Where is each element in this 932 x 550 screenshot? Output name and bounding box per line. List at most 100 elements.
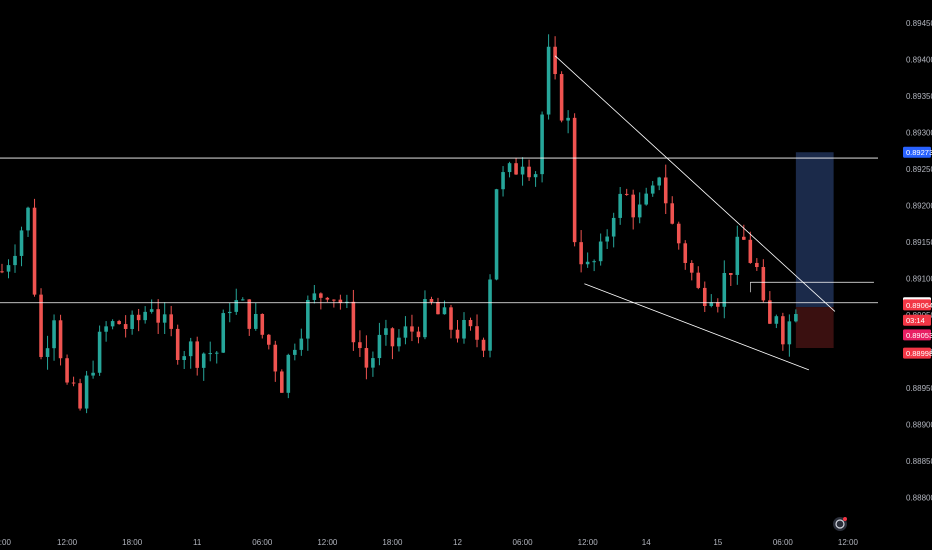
candle — [403, 316, 408, 345]
candle-body — [624, 193, 629, 195]
candle — [637, 192, 642, 224]
candle-body — [429, 299, 434, 303]
time-tick-label: 06:00 — [513, 538, 534, 547]
candle-body — [650, 185, 655, 194]
candle-body — [449, 307, 453, 330]
candle — [65, 354, 69, 385]
candle-body — [540, 114, 544, 175]
stop-price-tag-label: 0.88998 — [906, 349, 932, 358]
candle-body — [280, 371, 284, 393]
candle — [234, 288, 239, 315]
candle-body — [657, 177, 662, 186]
candle — [0, 263, 4, 274]
candle — [462, 312, 466, 344]
candle — [247, 299, 252, 336]
candle-body — [234, 300, 239, 312]
time-tick-label: 14 — [642, 538, 651, 547]
candle — [481, 337, 486, 358]
candle — [520, 157, 525, 186]
tradingview-logo-icon[interactable] — [833, 517, 847, 531]
candle-body — [97, 331, 102, 373]
candle — [260, 313, 265, 339]
candle-body — [78, 383, 82, 409]
stop-zone[interactable] — [795, 307, 834, 348]
candle — [774, 314, 779, 329]
candle-body — [644, 193, 648, 205]
candle-body — [156, 309, 160, 323]
candle-body — [13, 255, 17, 266]
candle — [39, 288, 43, 360]
candle — [689, 260, 694, 281]
candle — [227, 302, 232, 323]
candle — [345, 294, 349, 309]
candle — [91, 360, 95, 379]
candle-body — [123, 324, 128, 329]
candle — [488, 274, 492, 358]
candle — [781, 312, 785, 351]
candle — [768, 291, 772, 324]
candle — [253, 302, 258, 331]
candle-body — [403, 326, 408, 338]
candle-body — [221, 313, 226, 353]
candle — [208, 341, 213, 362]
candle-body — [195, 341, 200, 368]
logo-dot — [843, 517, 847, 521]
candle — [136, 309, 141, 332]
candle — [475, 314, 479, 348]
time-axis[interactable]: :6:00 12:00 18:00 11 06:00 12:00 18:00 12 06:00 1… — [0, 538, 858, 547]
candle — [293, 343, 297, 361]
candle — [84, 370, 89, 414]
lower-trendline[interactable] — [584, 283, 810, 371]
candle-body — [273, 344, 278, 372]
candle-body — [631, 194, 635, 218]
candle-body — [774, 316, 779, 324]
target-zone[interactable] — [795, 152, 834, 308]
candle — [761, 259, 766, 303]
candle — [787, 314, 792, 357]
candle — [110, 319, 115, 330]
candle — [455, 320, 460, 343]
candle — [273, 340, 278, 382]
candle-body — [735, 236, 740, 275]
candle-body — [32, 207, 37, 295]
last-price-tag-bg — [903, 299, 931, 311]
candle — [52, 314, 56, 361]
last-price-tag-label: 0.89064 — [906, 301, 932, 310]
candle-body — [689, 262, 694, 273]
time-tick-label: 18:00 — [122, 538, 143, 547]
candle — [351, 289, 356, 351]
price-tick-label: 0.88800 — [906, 494, 932, 503]
candle-body — [208, 353, 213, 355]
candle-body — [0, 271, 4, 273]
candle — [572, 113, 577, 247]
candle — [794, 309, 798, 323]
candle — [188, 337, 193, 369]
candle — [286, 353, 291, 399]
candle — [709, 294, 714, 308]
drawings-layer[interactable] — [0, 55, 878, 371]
candle — [312, 284, 317, 304]
entry-price-tag-bg — [903, 329, 931, 341]
candle-body — [768, 300, 772, 324]
countdown-tag-bg — [903, 314, 931, 326]
candle-body — [709, 302, 714, 306]
candle — [169, 305, 173, 337]
candle — [722, 260, 727, 319]
logo-ring — [835, 519, 845, 529]
candle-body — [507, 163, 512, 173]
candle-body — [729, 273, 733, 275]
candle — [306, 295, 310, 351]
upper-trendline[interactable] — [554, 55, 836, 312]
candle-body — [781, 316, 785, 345]
candle-body — [514, 163, 518, 175]
candle-body — [384, 328, 388, 335]
candle-body — [533, 174, 538, 178]
candle — [683, 240, 688, 270]
candle — [533, 171, 538, 187]
candle — [494, 188, 499, 281]
